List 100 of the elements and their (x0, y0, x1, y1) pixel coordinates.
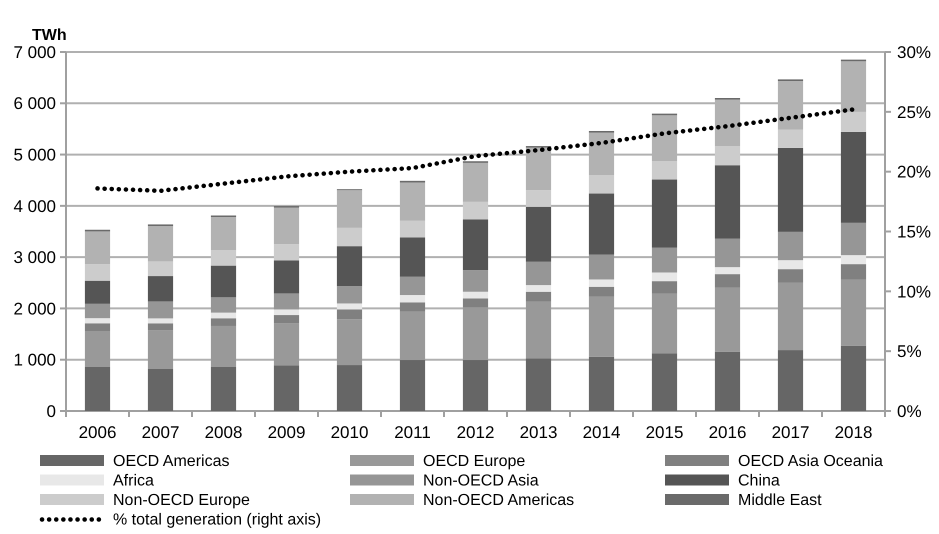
y-tick-label: 5 000 (13, 146, 56, 165)
bar (526, 190, 552, 207)
x-tick-label: 2012 (456, 423, 494, 442)
bar (526, 302, 552, 358)
bar (714, 238, 740, 268)
x-tick-label: 2014 (582, 423, 620, 442)
bar (400, 302, 426, 312)
bar (274, 244, 300, 260)
bar (778, 130, 804, 148)
x-tick-label: 2013 (520, 423, 558, 442)
bar (652, 272, 678, 282)
bar (336, 286, 362, 304)
x-tick-label: 2015 (646, 423, 684, 442)
bar (778, 269, 804, 282)
bar (840, 279, 866, 346)
bar (274, 365, 300, 411)
bar (714, 287, 740, 352)
bar (588, 279, 614, 287)
bar (652, 281, 678, 294)
bar (778, 260, 804, 270)
bar (840, 132, 866, 223)
y-tick-label: 3 000 (13, 248, 56, 268)
bar (336, 365, 362, 411)
bar (400, 237, 426, 277)
y2-tick-label: 15% (897, 222, 932, 242)
bar (652, 353, 678, 411)
bar (84, 366, 110, 411)
legend-label: OECD Europe (423, 453, 526, 470)
legend-label: Non-OECD Asia (423, 472, 539, 490)
bar (84, 323, 110, 331)
bar (148, 276, 174, 302)
bar (148, 318, 174, 324)
bar (210, 217, 236, 250)
bar (778, 148, 804, 232)
x-tick-label: 2010 (330, 423, 368, 442)
bar (336, 303, 362, 310)
bar (84, 304, 110, 318)
bar (336, 246, 362, 286)
bar (714, 267, 740, 274)
bar (714, 146, 740, 166)
legend-label: China (738, 472, 780, 490)
bar (84, 264, 110, 281)
bar (526, 206, 552, 262)
legend-label: Africa (113, 472, 154, 490)
y-tick-label: 4 000 (13, 196, 56, 216)
legend-label: Non-OECD Europe (113, 492, 250, 509)
bar (336, 309, 362, 320)
bar (148, 261, 174, 276)
legend-label: % total generation (right axis) (113, 512, 322, 528)
bar (400, 276, 426, 296)
bar (462, 270, 488, 292)
bar (400, 312, 426, 360)
y2-tick-label: 30% (897, 42, 932, 62)
legend-label: OECD Americas (113, 453, 230, 470)
x-tick-label: 2008 (204, 423, 242, 442)
x-tick-label: 2017 (772, 423, 810, 442)
bar (274, 260, 300, 294)
y-tick-label: 1 000 (13, 350, 56, 370)
bar (652, 161, 678, 180)
legend-label: Middle East (738, 492, 822, 509)
bar (588, 194, 614, 254)
y-tick-label: 2 000 (13, 299, 56, 318)
bar (588, 356, 614, 411)
bar (148, 330, 174, 369)
bar (210, 318, 236, 326)
bar (84, 330, 110, 367)
bar (840, 346, 866, 411)
bar (210, 250, 236, 266)
bar (148, 301, 174, 318)
bar (840, 112, 866, 132)
legend-label: OECD Asia Oceania (738, 453, 884, 470)
bar (400, 360, 426, 411)
bar (462, 298, 488, 308)
bar (336, 319, 362, 366)
y-tick-label: 6 000 (13, 94, 56, 114)
bar (714, 352, 740, 411)
bar (588, 286, 614, 297)
bar (714, 274, 740, 288)
legend-label: Non-OECD Americas (423, 492, 574, 509)
bar (400, 220, 426, 238)
bar (588, 254, 614, 280)
y2-tick-label: 10% (897, 282, 932, 302)
bar (588, 175, 614, 194)
bar (588, 296, 614, 357)
bar (778, 232, 804, 260)
bar (84, 318, 110, 324)
bar (778, 282, 804, 350)
bar (148, 368, 174, 411)
bar (210, 312, 236, 318)
x-tick-label: 2016 (708, 423, 746, 442)
bar (840, 222, 866, 256)
bar (400, 295, 426, 302)
x-tick-label: 2009 (268, 423, 306, 442)
bar (778, 350, 804, 411)
y2-tick-label: 25% (897, 102, 932, 122)
y2-tick-label: 20% (897, 162, 932, 182)
bar (462, 162, 488, 202)
bar (652, 248, 678, 272)
bar (210, 297, 236, 313)
x-tick-label: 2007 (142, 423, 180, 442)
